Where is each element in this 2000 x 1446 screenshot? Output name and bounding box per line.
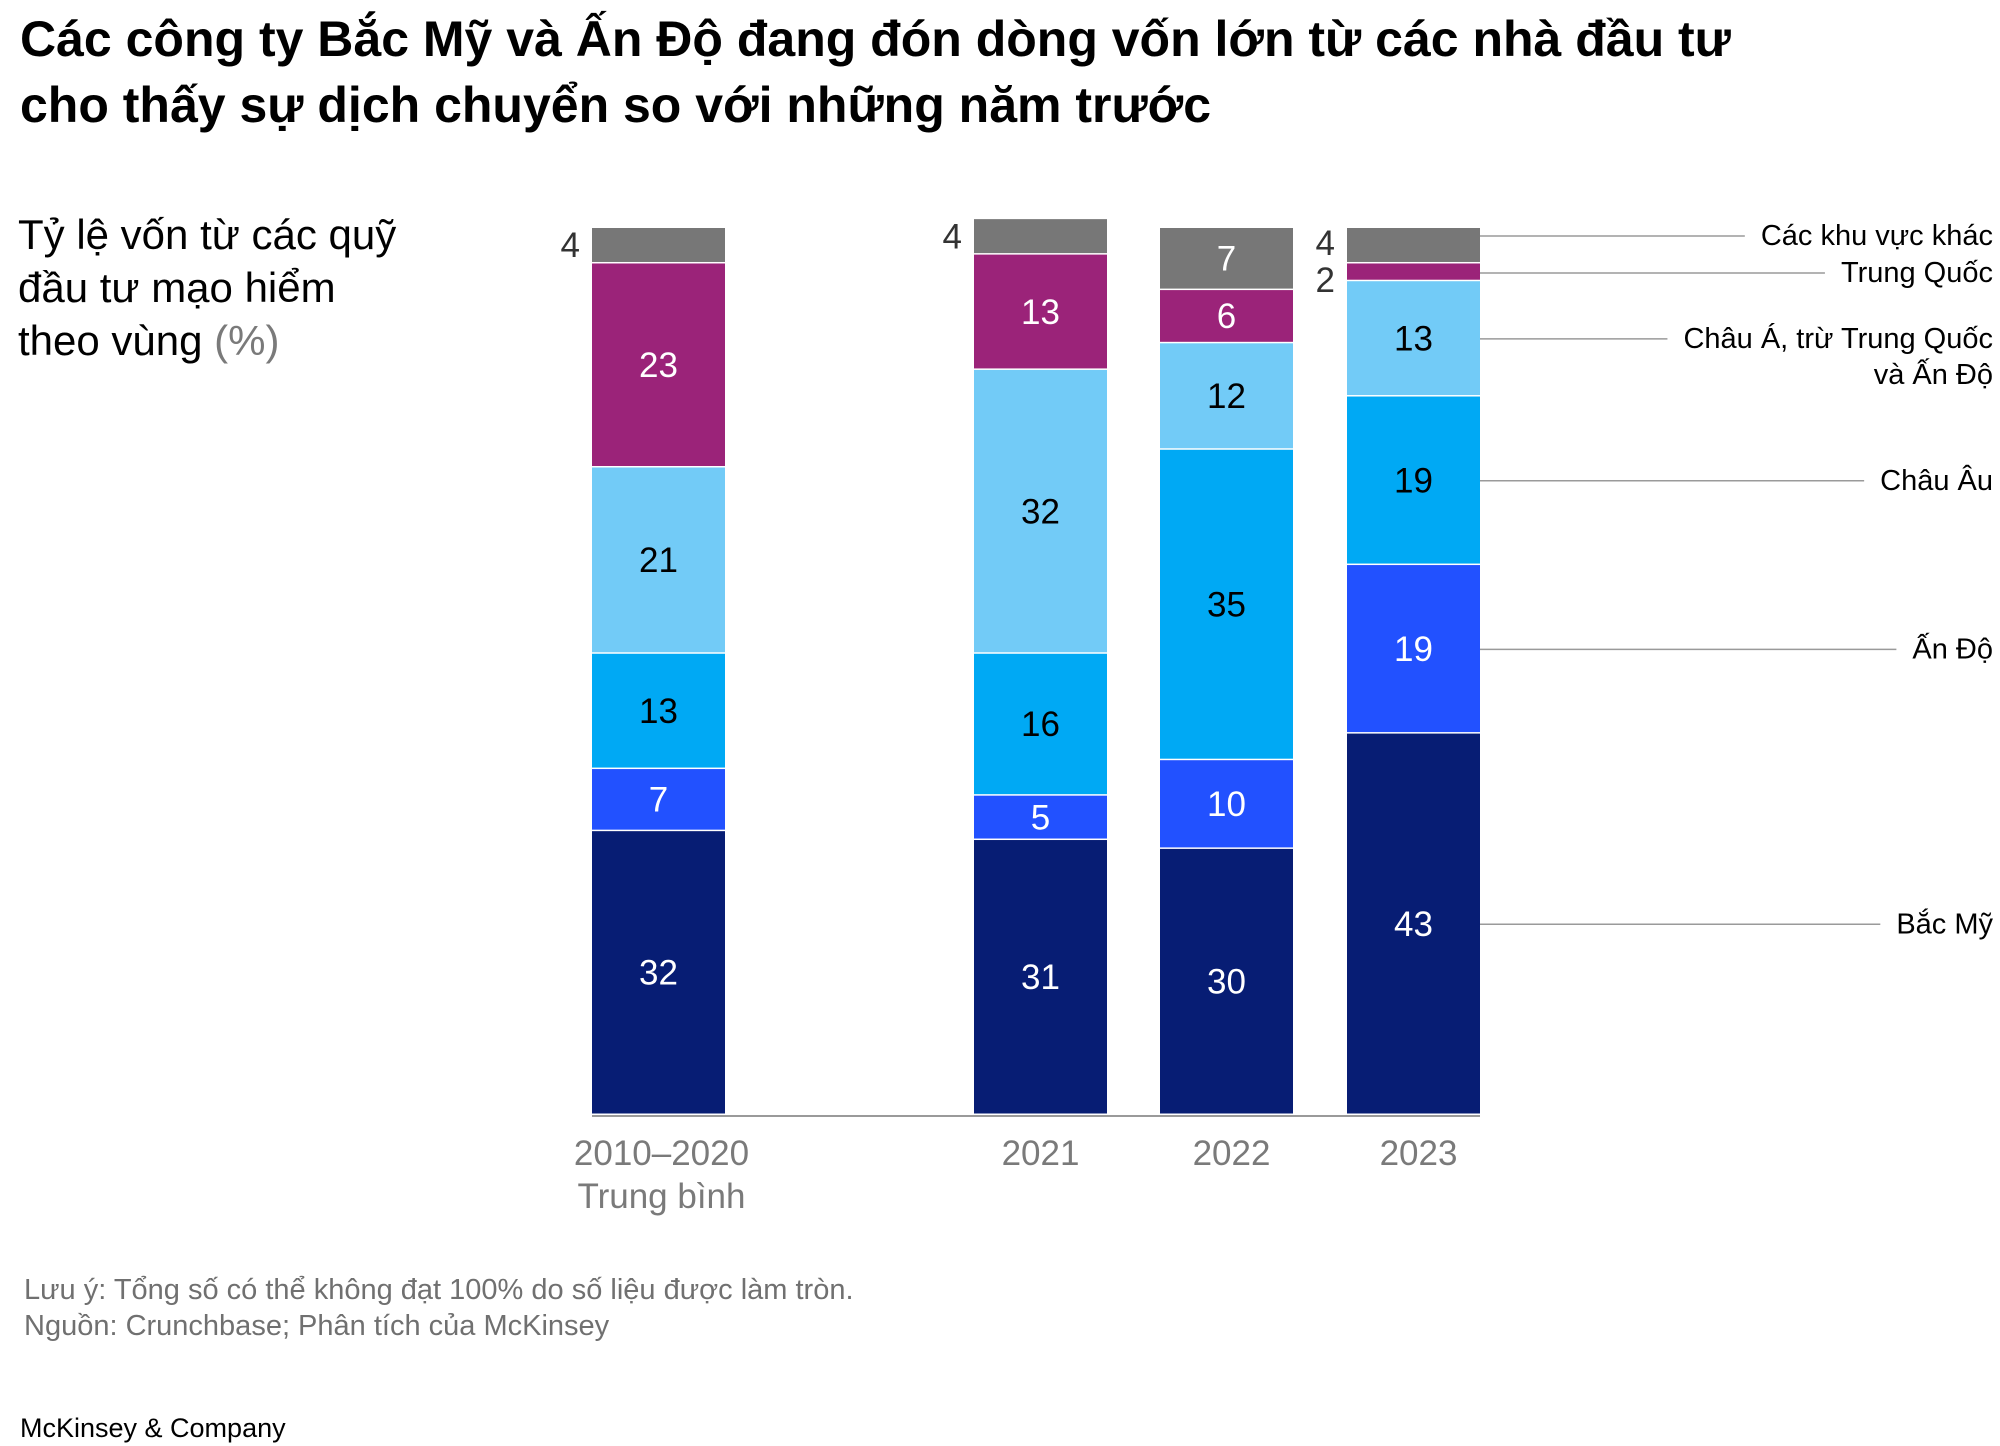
bar-an-do-0 (592, 769, 725, 830)
data-label-chau-au-3: 19 (1394, 461, 1433, 500)
data-label-bac-my-3: 43 (1394, 905, 1433, 944)
subtitle-unit: (%) (214, 317, 280, 364)
bar-cac-khu-vuc-khac-2 (1160, 228, 1293, 289)
subtitle-text: theo vùng (18, 317, 203, 364)
bar-chau-au-1 (974, 653, 1107, 795)
bar-chau-a-tru-trung-quoc-va-an-do-0 (592, 467, 725, 653)
bar-trung-quoc-3 (1347, 263, 1480, 280)
legend-an-do: Ấn Độ (1912, 631, 1993, 665)
data-label-chau-a-tru-trung-quoc-va-an-do-3: 13 (1394, 319, 1433, 358)
data-label-bac-my-2: 30 (1207, 962, 1246, 1001)
bar-bac-my-2 (1160, 848, 1293, 1114)
chart-title: Các công ty Bắc Mỹ và Ấn Độ đang đón dòn… (20, 6, 1920, 138)
data-label-bac-my-0: 32 (639, 954, 678, 993)
legend-chau-au: Châu Âu (1880, 464, 1993, 497)
bar-chau-au-2 (1160, 449, 1293, 759)
data-label-trung-quoc-1: 13 (1021, 293, 1060, 332)
subtitle-line-1: Tỷ lệ vốn từ các quỹ (18, 211, 397, 258)
data-label-an-do-1: 5 (1031, 798, 1050, 837)
bar-an-do-2 (1160, 760, 1293, 848)
bar-chau-a-tru-trung-quoc-va-an-do-2 (1160, 343, 1293, 449)
data-label-chau-au-2: 35 (1207, 585, 1246, 624)
bar-cac-khu-vuc-khac-3 (1347, 228, 1480, 262)
title-line-1: Các công ty Bắc Mỹ và Ấn Độ đang đón dòn… (20, 11, 1731, 67)
bar-cac-khu-vuc-khac-0 (592, 228, 725, 262)
title-line-2: cho thấy sự dịch chuyển so với những năm… (20, 77, 1212, 133)
bar-chau-au-0 (592, 653, 725, 768)
category-sublabel-0: Trung bình (578, 1177, 746, 1216)
chart-subtitle: Tỷ lệ vốn từ các quỹ đầu tư mạo hiểm the… (18, 208, 438, 367)
data-label-bac-my-1: 31 (1021, 958, 1060, 997)
data-label-chau-au-1: 16 (1021, 705, 1060, 744)
legend-trung-quoc: Trung Quốc (1841, 257, 1993, 289)
legend-bac-my: Bắc Mỹ (1896, 907, 1993, 940)
data-label-cac-khu-vuc-khac-2: 7 (1217, 240, 1236, 279)
bar-trung-quoc-2 (1160, 290, 1293, 342)
data-label-cac-khu-vuc-khac-0: 4 (561, 226, 580, 265)
bar-trung-quoc-1 (974, 254, 1107, 369)
bar-cac-khu-vuc-khac-1 (974, 219, 1107, 254)
footnote-source: Nguồn: Crunchbase; Phân tích của McKinse… (24, 1310, 610, 1342)
footnote-note: Lưu ý: Tổng số có thể không đạt 100% do … (24, 1274, 854, 1306)
category-label-0: 2010–2020 (574, 1134, 749, 1173)
subtitle-line-3: theo vùng (%) (18, 314, 438, 367)
data-label-chau-a-tru-trung-quoc-va-an-do-0: 21 (639, 541, 678, 580)
legend-chau-a-tru-trung-quoc-va-an-do: Châu Á, trừ Trung Quốc (1683, 322, 1993, 355)
category-label-1: 2021 (1002, 1134, 1080, 1173)
data-label-an-do-2: 10 (1207, 785, 1246, 824)
bar-bac-my-1 (974, 840, 1107, 1114)
data-label-trung-quoc-2: 6 (1217, 297, 1236, 336)
data-label-trung-quoc-0: 23 (639, 346, 678, 385)
bar-trung-quoc-0 (592, 263, 725, 466)
data-label-chau-a-tru-trung-quoc-va-an-do-1: 32 (1021, 492, 1060, 531)
bar-bac-my-3 (1347, 733, 1480, 1114)
data-label-an-do-0: 7 (649, 781, 668, 820)
data-label-an-do-3: 19 (1394, 630, 1433, 669)
brand-logo-text: McKinsey & Company (20, 1413, 286, 1443)
bar-chau-au-3 (1347, 396, 1480, 564)
bar-an-do-1 (974, 795, 1107, 839)
data-label-cac-khu-vuc-khac-3: 4 (1316, 224, 1335, 263)
data-label-chau-au-0: 13 (639, 692, 678, 731)
footnotes: Lưu ý: Tổng số có thể không đạt 100% do … (24, 1272, 854, 1344)
category-label-2: 2022 (1193, 1134, 1271, 1173)
bar-an-do-3 (1347, 565, 1480, 733)
data-label-chau-a-tru-trung-quoc-va-an-do-2: 12 (1207, 377, 1246, 416)
legend-chau-a-tru-trung-quoc-va-an-do-line-2: và Ấn Độ (1874, 357, 1993, 391)
subtitle-line-2: đầu tư mạo hiểm (18, 264, 336, 311)
bar-bac-my-0 (592, 831, 725, 1114)
data-label-trung-quoc-3: 2 (1316, 261, 1335, 300)
category-label-3: 2023 (1380, 1134, 1458, 1173)
legend-cac-khu-vuc-khac: Các khu vực khác (1761, 220, 1993, 252)
bar-chau-a-tru-trung-quoc-va-an-do-1 (974, 369, 1107, 653)
data-label-cac-khu-vuc-khac-1: 4 (943, 217, 962, 256)
bar-chau-a-tru-trung-quoc-va-an-do-3 (1347, 281, 1480, 396)
